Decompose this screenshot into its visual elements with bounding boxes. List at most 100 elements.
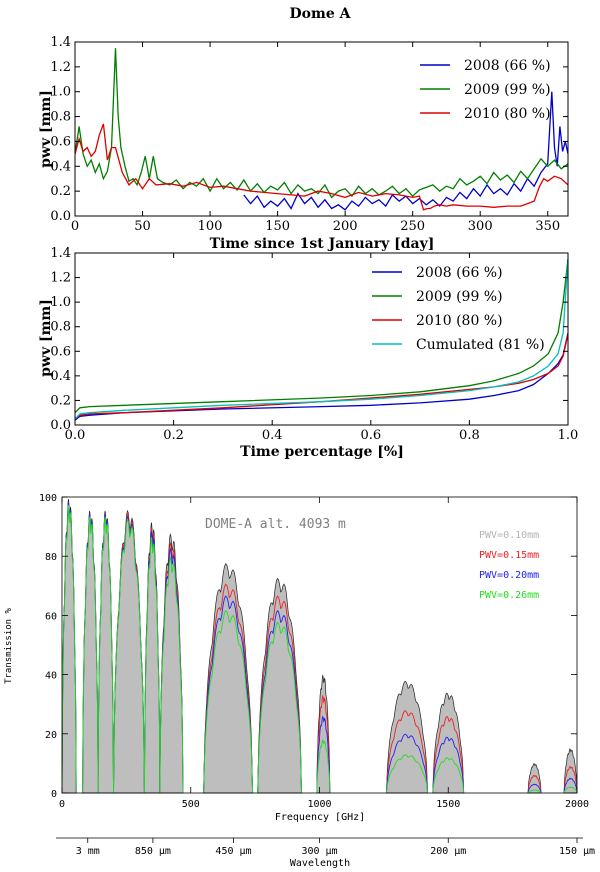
x-tick-label: 0.4 [262,428,283,443]
transmission-window-fill [316,674,331,794]
transmission-window-line-3 [432,757,465,794]
x-axis-label: Frequency [GHz] [275,812,365,823]
x-tick-label: 350 [535,219,560,234]
x-tick-label: 0 [71,219,79,234]
x-tick-label: 250 [400,219,425,234]
y-tick-label: 0.0 [50,209,71,224]
series-line-1 [75,48,568,199]
transmission-window-line-3 [563,786,578,794]
transmission-window-line-3 [527,789,542,794]
series-line-0 [243,91,568,211]
x-tick-label: 50 [134,219,151,234]
y-tick-label: 20 [45,730,57,741]
legend: PWV=0.10mm PWV=0.15mm PWV=0.20mm PWV=0.26mm [479,530,539,601]
transmission-window-line-3 [61,504,77,794]
transmission-window-line-2 [385,733,429,794]
y-tick-label: 0.0 [50,418,71,433]
transmission-window-line-3 [143,537,161,794]
secondary-tick-label: 850 μm [135,846,171,857]
y-tick-label: 0.6 [50,344,71,359]
transmission-window-line-3 [82,516,99,794]
y-tick-label: 0.8 [50,320,71,335]
transmission-window-fill [432,692,465,794]
legend-label: PWV=0.26mm [479,590,539,601]
panel-pwv-vs-day: Dome A pwv [mm] Time since 1st January [… [38,6,569,252]
x-tick-label: 150 [265,219,290,234]
y-tick-label: 0.4 [50,369,71,384]
x-tick-label: 300 [468,219,493,234]
x-axis-label: Time percentage [%] [240,444,404,460]
x-tick-label: 0 [59,799,65,810]
panel-pwv-cumulative: pwv [mm] Time percentage [%] 0.0 0.2 0.4 0.… [38,246,578,460]
secondary-axis-label: Wavelength [290,858,350,869]
legend-label: 2009 (99 %) [416,289,503,305]
legend-label: 2010 (80 %) [416,313,503,329]
y-tick-label: 80 [45,552,57,563]
plot-area: 0 50 100 150 200 250 300 350 0.0 0.2 0.4 0.6 0.8 1.0 1… [50,35,569,234]
y-tick-label: 40 [45,671,57,682]
transmission-window-line-3 [113,518,145,794]
plot-area: 0 500 1000 1500 2000 0 20 40 60 80 100 [39,493,589,810]
x-tick-label: 100 [198,219,223,234]
transmission-window-fill [113,509,145,794]
y-tick-label: 1.2 [50,60,71,75]
transmission-window-fill [82,510,99,794]
transmission-window-fill [97,510,114,794]
secondary-tick-label: 3 mm [76,846,100,857]
secondary-tick-label: 450 μm [215,846,251,857]
secondary-tick-label: 200 μm [430,846,466,857]
transmission-window-line-3 [316,739,331,794]
y-tick-label: 1.2 [50,271,71,286]
transmission-window-line-1 [432,716,465,794]
transmission-window-line-2 [563,777,578,794]
y-axis-label: pwv [mm] [38,299,54,377]
transmission-window-line-3 [385,754,429,794]
y-tick-label: 0.4 [50,159,71,174]
legend: 2008 (66 %) 2009 (99 %) 2010 (80 %) Cumulat… [372,265,545,353]
x-tick-label: 0.0 [65,428,86,443]
axes-frame [74,41,569,217]
transmission-window-fill [144,522,161,794]
x-tick-label: 1.0 [558,428,579,443]
legend-label: PWV=0.15mm [479,550,539,561]
transmission-window-fill [386,680,428,794]
legend-label: 2008 (66 %) [416,265,503,281]
y-tick-label: 0.2 [50,184,71,199]
transmission-window-line-3 [97,516,114,794]
x-tick-label: 1500 [436,799,460,810]
y-tick-label: 60 [45,611,57,622]
secondary-tick-label: 300 μm [301,846,337,857]
transmission-window-line-2 [257,610,302,794]
transmission-window-line-1 [563,766,578,794]
plot-area: 0.0 0.2 0.4 0.6 0.8 1.0 0.0 0.2 0.4 0.6 0.8 1.0 1.2 1… [50,246,578,443]
legend-label: 2010 (80 %) [464,106,551,122]
legend-label: PWV=0.20mm [479,570,539,581]
axes-frame [74,252,569,426]
y-tick-label: 1.4 [50,246,71,261]
series-line-3 [75,259,568,420]
transmission-window-line-1 [385,710,429,794]
transmission-window-line-1 [257,595,302,794]
y-tick-label: 1.0 [50,85,71,100]
series-line-1 [75,259,568,414]
transmission-window-line-2 [203,595,254,794]
x-axis-label: Time since 1st January [day] [210,236,435,252]
transmission-window-line-1 [316,694,331,794]
transmission-window-fill [563,748,578,794]
transmission-window-fill [159,533,184,794]
panel-transmission: Transmission % Frequency [GHz] Wavelengt… [4,493,595,869]
y-axis-label: pwv [mm] [38,90,54,168]
y-tick-label: 0.6 [50,134,71,149]
y-tick-label: 1.4 [50,35,71,50]
transmission-window-line-2 [432,736,465,794]
transmission-window-line-3 [203,610,254,794]
y-tick-label: 1.0 [50,295,71,310]
y-axis-label: Transmission % [4,607,14,683]
y-tick-label: 100 [39,493,57,504]
series-line-2 [75,123,568,211]
secondary-axis: 3 mm 850 μm 450 μm 300 μm 200 μm 150 μm [56,837,595,857]
x-tick-label: 2000 [565,799,589,810]
transmission-window-line-3 [159,556,184,794]
legend-label: 2008 (66 %) [464,58,551,74]
inset-title: DOME-A alt. 4093 m [205,517,346,532]
